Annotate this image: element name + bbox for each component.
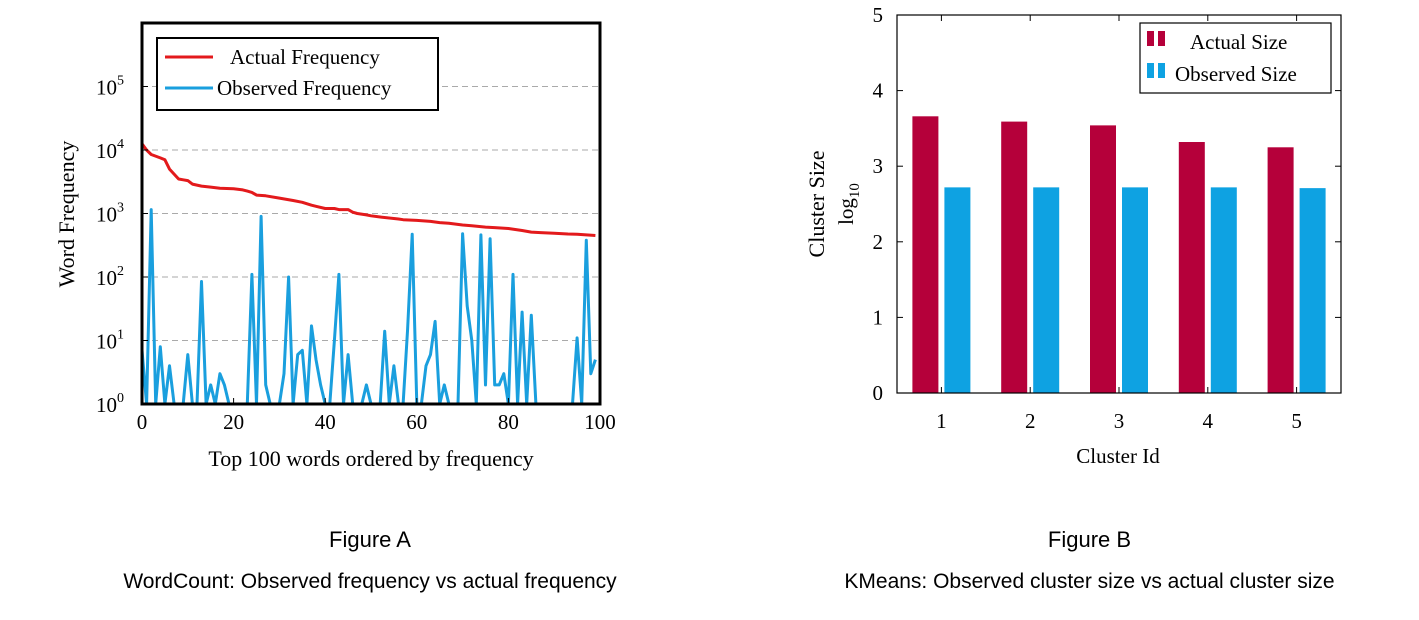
x-tick-label: 0: [137, 410, 148, 434]
cluster-size-chart: 0 1 2 3 4 5 1 2 3 4 5 Cluster Id Cluster Size log1…: [804, 3, 1342, 468]
legend-box: [1139, 22, 1332, 94]
y-axis-unit: log10: [834, 183, 863, 225]
x-axis-label: Top 100 words ordered by frequency: [208, 446, 533, 471]
series-line-actual: [140, 142, 596, 237]
bar-observed: [1122, 187, 1148, 393]
y-tick-label: 100: [96, 391, 124, 417]
caption-text: KMeans: Observed cluster size vs actual …: [844, 570, 1335, 593]
legend-swatch-actual: [1158, 31, 1165, 46]
grid-lines: [142, 86, 600, 341]
bar-actual: [1001, 121, 1028, 393]
x-tick-label: 40: [315, 410, 336, 434]
caption-text: WordCount: Observed frequency vs actual …: [123, 570, 617, 593]
bars: [912, 116, 1326, 393]
y-tick-label: 1: [873, 305, 884, 329]
bar-actual: [1178, 142, 1205, 393]
y-tick-label: 2: [873, 230, 884, 254]
legend-box: [156, 37, 439, 111]
x-ticks: 0 20 40 60 80 100: [137, 398, 616, 434]
bar-actual: [1090, 125, 1116, 393]
x-tick-label: 4: [1203, 409, 1214, 433]
legend: Actual Size Observed Size: [1139, 22, 1332, 94]
legend-label-actual: Actual Size: [1190, 30, 1287, 54]
bar-observed: [944, 187, 971, 393]
y-tick-label: 5: [873, 3, 884, 27]
legend-label-observed: Observed Frequency: [217, 76, 392, 100]
bar-actual: [912, 116, 939, 393]
x-tick-label: 3: [1114, 409, 1125, 433]
x-tick-label: 80: [498, 410, 519, 434]
y-axis-label: Cluster Size: [804, 151, 829, 258]
figure-a: 0 20 40 60 80 100 100 101 102 103 104 105 Top 100 …: [54, 21, 617, 593]
caption-label: Figure B: [1047, 527, 1132, 552]
y-tick-label: 102: [96, 264, 124, 290]
bar-observed: [1033, 187, 1060, 393]
y-tick-label: 4: [873, 79, 884, 103]
y-tick-label: 104: [96, 137, 124, 163]
axis-ticks: 0 1 2 3 4 5 1 2 3 4 5: [873, 3, 1341, 433]
x-tick-label: 20: [223, 410, 244, 434]
x-tick-label: 60: [406, 410, 427, 434]
y-tick-label: 103: [96, 201, 124, 227]
y-tick-label: 0: [873, 381, 884, 405]
series-line-observed: [140, 208, 597, 406]
x-axis-label: Cluster Id: [1076, 444, 1160, 468]
x-tick-label: 5: [1291, 409, 1302, 433]
caption-label: Figure A: [329, 527, 411, 552]
legend-swatch-observed: [1158, 63, 1165, 78]
bar-actual: [1267, 147, 1294, 393]
legend-swatch-actual: [1147, 31, 1154, 46]
x-tick-label: 100: [584, 410, 616, 434]
bar-observed: [1299, 188, 1326, 393]
y-tick-label: 3: [873, 154, 884, 178]
legend-swatch-observed: [1147, 63, 1154, 78]
y-tick-label: 101: [96, 328, 124, 354]
legend-label-actual: Actual Frequency: [230, 45, 380, 69]
word-frequency-chart: 0 20 40 60 80 100 100 101 102 103 104 105 Top 100 …: [54, 21, 616, 471]
y-tick-label: 105: [96, 74, 124, 100]
legend: Actual Frequency Observed Frequency: [156, 37, 439, 111]
figure-b: 0 1 2 3 4 5 1 2 3 4 5 Cluster Id Cluster Size log1…: [760, 0, 1419, 620]
x-tick-label: 1: [936, 409, 947, 433]
series-lines: [140, 142, 597, 406]
legend-label-observed: Observed Size: [1175, 62, 1297, 86]
bar-observed: [1210, 187, 1237, 393]
y-axis-label: Word Frequency: [54, 141, 79, 288]
y-ticks: 100 101 102 103 104 105: [96, 74, 148, 417]
x-tick-label: 2: [1025, 409, 1036, 433]
